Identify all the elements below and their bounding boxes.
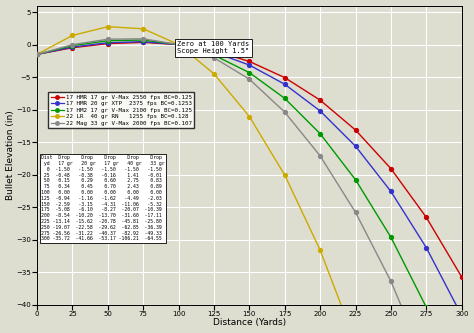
22 Mag 33 gr V-Max 2000 fps BC=0.107 [176,43,182,47]
17 HMR 20 gr XTP  2375 fps BC=0.1253 [423,246,429,250]
17 HM2 17 gr V-Max 2100 fps BC=0.125 [423,305,429,309]
22 LR  40 gr RN   1255 fps BC=0.128 [282,173,288,177]
17 HMR 17 gr V-Max 2550 fps BC=0.125 [34,52,40,56]
17 HM2 17 gr V-Max 2100 fps BC=0.125 [140,38,146,42]
22 Mag 33 gr V-Max 2000 fps BC=0.107 [246,77,252,81]
Line: 17 HMR 20 gr XTP  2375 fps BC=0.1253: 17 HMR 20 gr XTP 2375 fps BC=0.1253 [35,40,464,318]
17 HMR 17 gr V-Max 2550 fps BC=0.125 [423,215,429,219]
17 HMR 17 gr V-Max 2550 fps BC=0.125 [176,43,182,47]
17 HMR 17 gr V-Max 2550 fps BC=0.125 [388,166,394,170]
22 LR  40 gr RN   1255 fps BC=0.128 [140,27,146,31]
17 HMR 17 gr V-Max 2550 fps BC=0.125 [105,42,111,46]
17 HMR 20 gr XTP  2375 fps BC=0.1253 [459,314,465,318]
22 Mag 33 gr V-Max 2000 fps BC=0.107 [34,52,40,56]
17 HMR 20 gr XTP  2375 fps BC=0.1253 [317,109,323,113]
17 HM2 17 gr V-Max 2100 fps BC=0.125 [317,132,323,136]
17 HM2 17 gr V-Max 2100 fps BC=0.125 [70,44,75,48]
17 HMR 20 gr XTP  2375 fps BC=0.1253 [70,45,75,49]
17 HMR 20 gr XTP  2375 fps BC=0.1253 [246,63,252,67]
22 LR  40 gr RN   1255 fps BC=0.128 [176,43,182,47]
22 Mag 33 gr V-Max 2000 fps BC=0.107 [317,154,323,158]
22 Mag 33 gr V-Max 2000 fps BC=0.107 [388,279,394,283]
17 HM2 17 gr V-Max 2100 fps BC=0.125 [211,53,217,57]
17 HMR 20 gr XTP  2375 fps BC=0.1253 [34,52,40,56]
17 HMR 20 gr XTP  2375 fps BC=0.1253 [211,50,217,54]
17 HMR 17 gr V-Max 2550 fps BC=0.125 [353,128,358,132]
17 HM2 17 gr V-Max 2100 fps BC=0.125 [353,178,358,182]
17 HMR 17 gr V-Max 2550 fps BC=0.125 [246,59,252,63]
17 HM2 17 gr V-Max 2100 fps BC=0.125 [282,96,288,100]
22 Mag 33 gr V-Max 2000 fps BC=0.107 [105,37,111,41]
17 HMR 17 gr V-Max 2550 fps BC=0.125 [282,76,288,80]
17 HMR 20 gr XTP  2375 fps BC=0.1253 [176,43,182,47]
17 HMR 20 gr XTP  2375 fps BC=0.1253 [105,41,111,45]
17 HMR 17 gr V-Max 2550 fps BC=0.125 [140,40,146,44]
X-axis label: Distance (Yards): Distance (Yards) [213,318,286,327]
Y-axis label: Bullet Elevation (in): Bullet Elevation (in) [6,110,15,200]
22 Mag 33 gr V-Max 2000 fps BC=0.107 [353,210,358,214]
17 HM2 17 gr V-Max 2100 fps BC=0.125 [176,43,182,47]
22 LR  40 gr RN   1255 fps BC=0.128 [317,248,323,252]
22 LR  40 gr RN   1255 fps BC=0.128 [34,52,40,56]
17 HM2 17 gr V-Max 2100 fps BC=0.125 [246,71,252,75]
17 HMR 20 gr XTP  2375 fps BC=0.1253 [140,40,146,44]
Text: Dist  Drop    Drop    Drop    Drop    Drop
 yd   17 gr   20 gr   17 gr   40 gr  : Dist Drop Drop Drop Drop Drop yd 17 gr 2… [41,155,165,241]
22 Mag 33 gr V-Max 2000 fps BC=0.107 [282,110,288,114]
22 Mag 33 gr V-Max 2000 fps BC=0.107 [211,56,217,60]
22 LR  40 gr RN   1255 fps BC=0.128 [246,115,252,119]
22 LR  40 gr RN   1255 fps BC=0.128 [211,72,217,76]
17 HMR 17 gr V-Max 2550 fps BC=0.125 [211,49,217,53]
Line: 17 HM2 17 gr V-Max 2100 fps BC=0.125: 17 HM2 17 gr V-Max 2100 fps BC=0.125 [35,38,464,333]
Text: Zero at 100 Yards
Scope Height 1.5": Zero at 100 Yards Scope Height 1.5" [177,42,249,55]
22 LR  40 gr RN   1255 fps BC=0.128 [105,25,111,29]
Line: 22 Mag 33 gr V-Max 2000 fps BC=0.107: 22 Mag 33 gr V-Max 2000 fps BC=0.107 [35,37,464,333]
Line: 17 HMR 17 gr V-Max 2550 fps BC=0.125: 17 HMR 17 gr V-Max 2550 fps BC=0.125 [35,40,464,279]
17 HMR 17 gr V-Max 2550 fps BC=0.125 [459,275,465,279]
17 HM2 17 gr V-Max 2100 fps BC=0.125 [388,235,394,239]
17 HM2 17 gr V-Max 2100 fps BC=0.125 [34,52,40,56]
22 Mag 33 gr V-Max 2000 fps BC=0.107 [140,37,146,41]
17 HMR 17 gr V-Max 2550 fps BC=0.125 [317,98,323,102]
22 LR  40 gr RN   1255 fps BC=0.128 [70,33,75,37]
17 HM2 17 gr V-Max 2100 fps BC=0.125 [105,39,111,43]
17 HMR 20 gr XTP  2375 fps BC=0.1253 [388,189,394,193]
Legend: 17 HMR 17 gr V-Max 2550 fps BC=0.125, 17 HMR 20 gr XTP  2375 fps BC=0.1253, 17 H: 17 HMR 17 gr V-Max 2550 fps BC=0.125, 17… [48,92,194,128]
17 HMR 17 gr V-Max 2550 fps BC=0.125 [70,46,75,50]
22 Mag 33 gr V-Max 2000 fps BC=0.107 [70,43,75,47]
17 HMR 20 gr XTP  2375 fps BC=0.1253 [353,144,358,148]
Line: 22 LR  40 gr RN   1255 fps BC=0.128: 22 LR 40 gr RN 1255 fps BC=0.128 [35,25,464,333]
17 HMR 20 gr XTP  2375 fps BC=0.1253 [282,82,288,86]
